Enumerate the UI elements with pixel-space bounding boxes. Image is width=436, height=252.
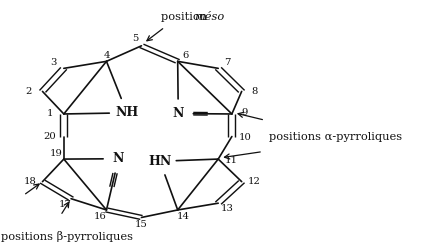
Text: 12: 12 <box>248 177 261 186</box>
Text: positions β-pyrroliques: positions β-pyrroliques <box>1 231 133 242</box>
Text: HN: HN <box>148 155 171 168</box>
Text: 10: 10 <box>238 133 251 142</box>
Text: 16: 16 <box>94 212 106 221</box>
Text: 6: 6 <box>182 51 188 60</box>
Text: 17: 17 <box>58 200 71 209</box>
Text: 5: 5 <box>132 34 138 43</box>
Text: 18: 18 <box>23 177 36 186</box>
Text: 9: 9 <box>242 108 248 117</box>
Text: 8: 8 <box>251 87 258 96</box>
Text: 19: 19 <box>50 149 63 158</box>
Text: NH: NH <box>116 106 139 119</box>
Text: 13: 13 <box>221 204 234 213</box>
Text: 3: 3 <box>50 58 56 67</box>
Text: 1: 1 <box>47 109 54 118</box>
Text: 11: 11 <box>225 156 238 165</box>
Text: 14: 14 <box>176 212 189 221</box>
Text: 7: 7 <box>225 58 231 67</box>
Text: positions α-pyrroliques: positions α-pyrroliques <box>269 132 402 142</box>
Text: 4: 4 <box>103 51 110 59</box>
Text: position: position <box>160 13 211 22</box>
Text: méso: méso <box>194 13 224 22</box>
Text: 20: 20 <box>44 132 57 141</box>
Text: N: N <box>113 152 124 165</box>
Text: 2: 2 <box>26 87 32 96</box>
Text: 15: 15 <box>135 220 148 229</box>
Text: N: N <box>173 107 184 120</box>
